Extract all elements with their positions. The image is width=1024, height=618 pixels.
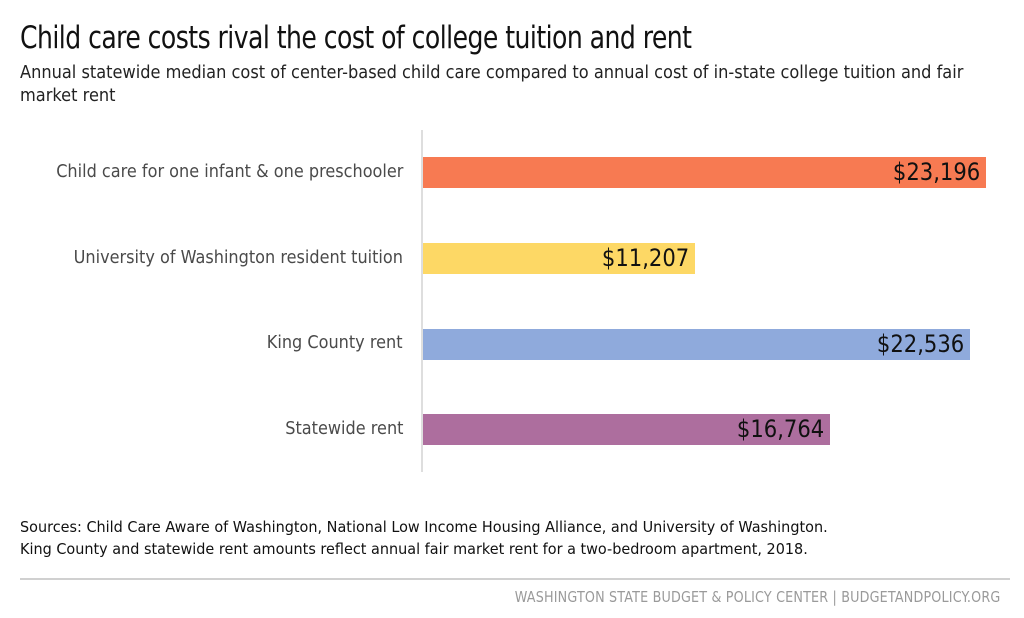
chart-subtitle: Annual statewide median cost of center-b… xyxy=(20,62,964,106)
note-line: King County and statewide rent amounts r… xyxy=(20,540,808,558)
bar-value-label: $22,536 xyxy=(876,330,964,358)
bar-child-care: $23,196 xyxy=(423,157,986,188)
bar-value-label: $11,207 xyxy=(601,244,689,272)
bar-uw-tuition: $11,207 xyxy=(423,243,695,274)
footer-credit: WASHINGTON STATE BUDGET & POLICY CENTER … xyxy=(514,588,1000,606)
bar-statewide-rent: $16,764 xyxy=(423,414,830,445)
source-notes: Sources: Child Care Aware of Washington,… xyxy=(20,516,828,560)
category-label: University of Washington resident tuitio… xyxy=(73,248,403,268)
source-line: Sources: Child Care Aware of Washington,… xyxy=(20,518,828,536)
category-label: Statewide rent xyxy=(284,419,403,439)
footer-divider xyxy=(20,578,1010,580)
category-label: Child care for one infant & one preschoo… xyxy=(55,162,403,182)
category-label: King County rent xyxy=(267,333,403,353)
bar-king-county-rent: $22,536 xyxy=(423,329,970,360)
bar-value-label: $16,764 xyxy=(736,415,824,443)
y-axis-line xyxy=(421,130,423,472)
chart-title: Child care costs rival the cost of colle… xyxy=(20,20,692,56)
bar-value-label: $23,196 xyxy=(892,158,980,186)
